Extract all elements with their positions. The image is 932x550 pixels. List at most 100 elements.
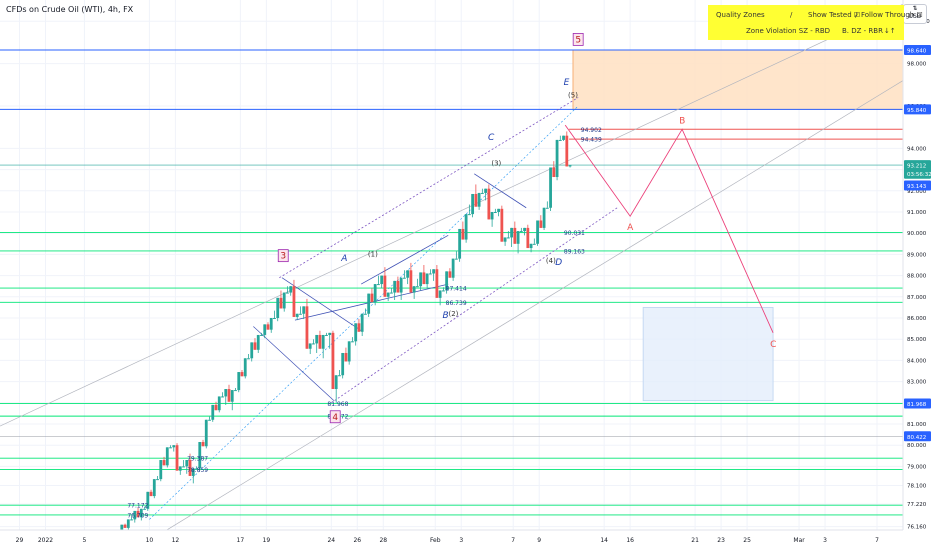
price-tag-bg: [904, 45, 931, 56]
candle-body: [195, 468, 198, 470]
level-price-label: 89.163: [564, 248, 585, 255]
price-tag-bg: [904, 180, 931, 191]
candle-body: [289, 286, 293, 293]
price-tag: 81.968: [907, 402, 927, 408]
candle-body: [243, 358, 247, 377]
y-tick-label: 80.000: [907, 443, 927, 449]
price-tag-bg: [904, 104, 931, 115]
legend-follow-through[interactable]: Follow Through ☑: [861, 11, 923, 19]
candle-body: [484, 188, 488, 193]
candle-body: [516, 231, 520, 244]
y-tick-label: 89.000: [907, 252, 927, 258]
x-tick-label: 7: [511, 537, 515, 544]
candle-body: [341, 352, 345, 376]
currency-button[interactable]: ⇅ USD: [903, 4, 927, 24]
wave-label-box: [572, 33, 584, 46]
price-tag-bg: [904, 168, 931, 179]
y-tick-label: 87.000: [907, 295, 927, 301]
candle-body: [506, 237, 510, 239]
candle-body: [178, 466, 182, 471]
legend-zone-violation-sz: Zone Violation SZ - RBD: [746, 27, 831, 35]
candle-body: [185, 460, 189, 467]
candle-body: [130, 519, 133, 521]
candle-body: [204, 419, 208, 447]
x-tick-label: 29: [16, 537, 24, 544]
y-tick-label: 98.000: [907, 62, 927, 68]
x-tick-label: Feb: [430, 537, 441, 544]
candle-body: [351, 341, 354, 343]
candle-body: [282, 292, 286, 309]
candle-body: [143, 508, 146, 510]
time-axis-bg: [0, 530, 932, 550]
candle-body: [503, 237, 507, 242]
candle-body: [370, 293, 374, 303]
candle-body: [227, 389, 231, 402]
candle-body: [510, 227, 513, 238]
y-tick-label: 92.000: [907, 189, 927, 195]
candle-body: [409, 270, 413, 293]
level-price-label: 79.387: [187, 456, 208, 463]
candle-body: [474, 193, 478, 207]
candle-body: [480, 192, 484, 194]
correction-box: [253, 326, 335, 401]
level-price-label: 94.902: [581, 127, 602, 134]
candle-body: [441, 290, 445, 292]
x-tick-label: 7: [875, 537, 879, 544]
candle-body: [519, 231, 523, 233]
candle-body: [562, 135, 565, 140]
candle-body: [198, 442, 202, 469]
candle-body: [325, 334, 328, 336]
x-tick-label: Mar: [793, 537, 805, 544]
candle-body: [331, 332, 335, 390]
level-price-label: 78.859: [187, 467, 208, 474]
candle-body: [211, 404, 215, 420]
legend-show-tested[interactable]: Show Tested ☑: [808, 11, 861, 19]
wave-label: (5): [568, 92, 578, 100]
candle-body: [558, 139, 562, 141]
candle-body: [565, 135, 569, 167]
candle-body: [292, 286, 296, 317]
wave-label: (2): [448, 310, 458, 318]
candle-body: [451, 258, 455, 278]
projection-label-b: B: [679, 116, 685, 126]
price-tag: 95.840: [907, 108, 927, 114]
y-tick-label: 94.000: [907, 146, 927, 152]
price-tag-bg: [904, 160, 931, 171]
wave-label-5: 5: [575, 35, 581, 45]
candle-body: [545, 207, 549, 209]
legend-quality-zones: Quality Zones: [716, 11, 765, 19]
candle-body: [217, 396, 221, 411]
candle-body: [286, 292, 289, 294]
candle-body: [334, 375, 338, 390]
triangle-upper: [361, 234, 449, 285]
y-tick-label: 88.000: [907, 274, 927, 280]
y-tick-label: 85.000: [907, 337, 927, 343]
candle-body: [165, 447, 169, 466]
x-tick-label: 25: [743, 537, 751, 544]
legend-zone-violation-dz: B. DZ - RBR: [842, 27, 883, 35]
candle-body: [513, 227, 517, 244]
indicator-legend[interactable]: Quality Zones / Show Tested ☑ / Follow T…: [708, 5, 923, 40]
candle-body: [432, 269, 436, 274]
candle-body: [458, 228, 462, 259]
candle-body: [214, 404, 218, 411]
price-tag: 93.143: [907, 184, 927, 190]
projection-path: [564, 124, 774, 334]
candle-body: [152, 479, 156, 497]
candle-body: [253, 342, 257, 350]
wave-label: A: [340, 254, 347, 264]
candle-body: [266, 324, 270, 330]
candle-body: [315, 334, 319, 344]
candle-body: [555, 139, 559, 178]
candle-body: [461, 228, 465, 240]
candle-body: [344, 352, 348, 362]
candle-body: [162, 460, 166, 466]
candle-body: [201, 442, 205, 447]
candle-body: [393, 280, 397, 293]
candle-body: [435, 269, 439, 298]
legend-separator: /: [855, 11, 858, 19]
x-tick-label: 16: [626, 537, 634, 544]
candle-body: [279, 297, 283, 309]
candle-body: [373, 284, 377, 303]
